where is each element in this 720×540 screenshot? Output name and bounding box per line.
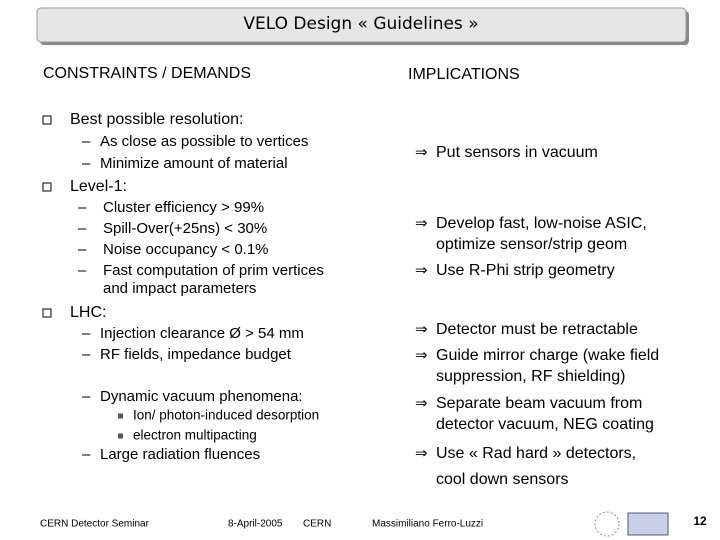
implication: suppression, RF shielding) <box>436 368 625 385</box>
dash: – <box>82 133 91 150</box>
implies-arrow: ⇒ <box>415 215 428 232</box>
dash: – <box>82 346 91 363</box>
constraint-item: Noise occupancy < 0.1% <box>103 241 269 258</box>
dash: – <box>82 155 91 172</box>
dash: – <box>82 446 91 463</box>
constraint-item: Large radiation fluences <box>100 446 260 463</box>
dash: – <box>82 325 91 342</box>
constraint-item: Fast computation of prim vertices <box>103 262 324 279</box>
constraint-heading: Best possible resolution: <box>70 111 243 128</box>
title-box <box>36 7 687 43</box>
dash: – <box>78 241 87 258</box>
implication: Put sensors in vacuum <box>436 144 598 161</box>
constraint-heading: Level-1: <box>70 178 127 195</box>
implication: Develop fast, low-noise ASIC, <box>436 215 647 232</box>
footer-event: CERN Detector Seminar <box>40 519 150 530</box>
implication: Use R-Phi strip geometry <box>436 262 615 279</box>
page-number: 12 <box>693 514 707 528</box>
implication: Guide mirror charge (wake field <box>436 347 659 364</box>
logo <box>594 511 620 537</box>
constraint-item: and impact parameters <box>103 280 256 297</box>
constraint-item: Minimize amount of material <box>100 155 288 172</box>
constraint-item: Injection clearance Ø > 54 mm <box>100 325 304 342</box>
implication: optimize sensor/strip geom <box>436 236 627 253</box>
footer-author: Massimiliano Ferro-Luzzi <box>372 519 483 530</box>
constraint-subitem: Ion/ photon-induced desorption <box>133 408 319 423</box>
logo <box>627 512 669 536</box>
dash: – <box>82 388 91 405</box>
implication: Use « Rad hard » detectors, <box>436 445 636 462</box>
bullet <box>42 115 52 125</box>
bullet <box>42 308 52 318</box>
dash: – <box>78 220 87 237</box>
constraint-item: RF fields, impedance budget <box>100 346 292 363</box>
slide-title: VELO Design « Guidelines » <box>243 14 478 34</box>
column-header: IMPLICATIONS <box>408 66 520 83</box>
constraint-item: As close as possible to vertices <box>100 133 308 150</box>
implies-arrow: ⇒ <box>415 445 428 462</box>
dash: – <box>78 262 87 279</box>
implies-arrow: ⇒ <box>415 395 428 412</box>
sub-bullet <box>118 413 123 419</box>
constraint-item: Cluster efficiency > 99% <box>103 199 264 216</box>
constraint-subitem: electron multipacting <box>133 428 257 443</box>
implication: Detector must be retractable <box>436 321 638 338</box>
dash: – <box>78 199 87 216</box>
implies-arrow: ⇒ <box>415 321 428 338</box>
implies-arrow: ⇒ <box>415 347 428 364</box>
bullet <box>42 182 52 192</box>
implies-arrow: ⇒ <box>415 144 428 161</box>
implication: Separate beam vacuum from <box>436 395 642 412</box>
column-header: CONSTRAINTS / DEMANDS <box>43 65 251 82</box>
sub-bullet <box>118 433 123 439</box>
footer-date: 8-April-2005 <box>228 519 283 530</box>
constraint-item: Spill-Over(+25ns) < 30% <box>103 220 267 237</box>
constraint-heading: LHC: <box>70 304 106 321</box>
footer-place: CERN <box>303 519 331 530</box>
implication: cool down sensors <box>436 471 569 488</box>
implication: detector vacuum, NEG coating <box>436 416 654 433</box>
constraint-item: Dynamic vacuum phenomena: <box>100 388 303 405</box>
implies-arrow: ⇒ <box>415 262 428 279</box>
